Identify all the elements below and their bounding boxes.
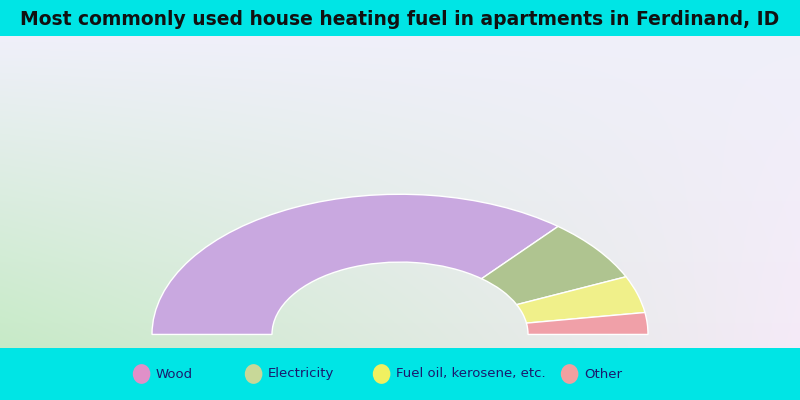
Text: Electricity: Electricity	[268, 368, 334, 380]
Wedge shape	[517, 277, 645, 323]
Wedge shape	[526, 312, 648, 334]
Wedge shape	[482, 226, 626, 305]
Wedge shape	[152, 194, 558, 334]
Text: Fuel oil, kerosene, etc.: Fuel oil, kerosene, etc.	[396, 368, 546, 380]
Ellipse shape	[561, 364, 578, 384]
Text: Most commonly used house heating fuel in apartments in Ferdinand, ID: Most commonly used house heating fuel in…	[20, 10, 780, 29]
Ellipse shape	[133, 364, 150, 384]
Text: Wood: Wood	[156, 368, 193, 380]
Text: Other: Other	[584, 368, 622, 380]
Ellipse shape	[245, 364, 262, 384]
Ellipse shape	[373, 364, 390, 384]
